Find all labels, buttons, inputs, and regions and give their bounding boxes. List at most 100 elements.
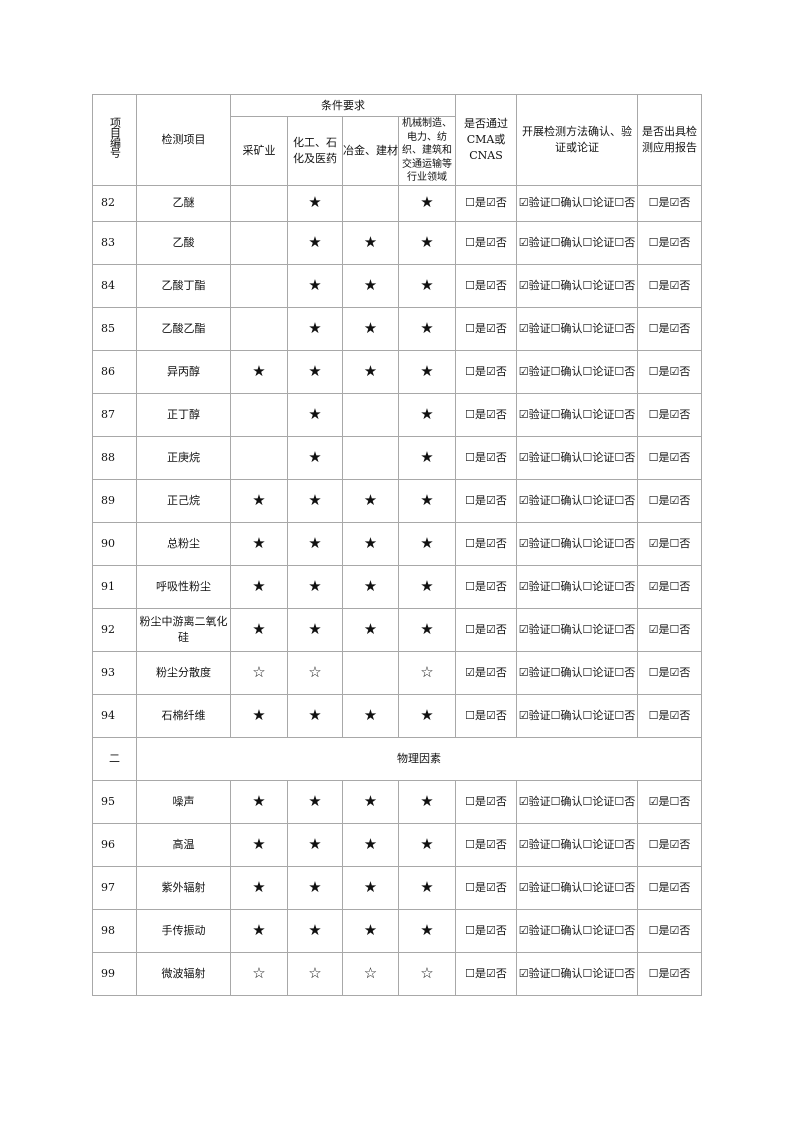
table-row: 93 粉尘分散度 ☆ ☆ ☆ ☑是☑否 ☑验证☐确认☐论证☐否 ☐是☑否 bbox=[92, 650, 702, 695]
hollow-star-icon: ☆ bbox=[342, 951, 399, 996]
item-name: 粉尘中游离二氧化硅 bbox=[136, 607, 231, 652]
star-icon: ★ bbox=[398, 435, 456, 480]
empty-cell bbox=[342, 435, 399, 480]
empty-cell bbox=[230, 263, 288, 308]
empty-cell bbox=[230, 306, 288, 351]
cma-checkbox: ☐是☑否 bbox=[455, 865, 517, 910]
cma-checkbox: ☐是☑否 bbox=[455, 822, 517, 867]
star-icon: ★ bbox=[342, 822, 399, 867]
star-icon: ★ bbox=[398, 822, 456, 867]
star-icon: ★ bbox=[398, 263, 456, 308]
empty-cell bbox=[230, 392, 288, 437]
star-icon: ★ bbox=[342, 693, 399, 738]
table-row: 99 微波辐射 ☆ ☆ ☆ ☆ ☐是☑否 ☑验证☐确认☐论证☐否 ☐是☑否 bbox=[92, 951, 702, 996]
report-checkbox: ☐是☑否 bbox=[637, 349, 702, 394]
star-icon: ★ bbox=[287, 220, 343, 265]
report-checkbox: ☐是☑否 bbox=[637, 478, 702, 523]
hollow-star-icon: ☆ bbox=[398, 650, 456, 695]
hollow-star-icon: ☆ bbox=[398, 951, 456, 996]
report-checkbox: ☐是☑否 bbox=[637, 392, 702, 437]
item-name: 乙醚 bbox=[136, 184, 231, 222]
star-icon: ★ bbox=[398, 521, 456, 566]
section-number: 二 bbox=[92, 736, 137, 781]
empty-cell bbox=[230, 435, 288, 480]
cma-checkbox: ☐是☑否 bbox=[455, 263, 517, 308]
method-checkbox: ☑验证☐确认☐论证☐否 bbox=[516, 263, 638, 308]
report-checkbox: ☐是☑否 bbox=[637, 822, 702, 867]
cma-checkbox: ☐是☑否 bbox=[455, 392, 517, 437]
header-manufacturing: 机械制造、电力、纺织、建筑和交通运输等行业领域 bbox=[398, 116, 456, 186]
star-icon: ★ bbox=[398, 693, 456, 738]
item-number: 90 bbox=[92, 521, 137, 566]
method-checkbox: ☑验证☐确认☐论证☐否 bbox=[516, 220, 638, 265]
method-checkbox: ☑验证☐确认☐论证☐否 bbox=[516, 607, 638, 652]
star-icon: ★ bbox=[230, 693, 288, 738]
item-name: 微波辐射 bbox=[136, 951, 231, 996]
item-name: 正丁醇 bbox=[136, 392, 231, 437]
item-number: 83 bbox=[92, 220, 137, 265]
report-checkbox: ☐是☑否 bbox=[637, 951, 702, 996]
table-row: 90 总粉尘 ★ ★ ★ ★ ☐是☑否 ☑验证☐确认☐论证☐否 ☑是☐否 bbox=[92, 521, 702, 566]
item-name: 高温 bbox=[136, 822, 231, 867]
cma-checkbox: ☐是☑否 bbox=[455, 951, 517, 996]
method-checkbox: ☑验证☐确认☐论证☐否 bbox=[516, 306, 638, 351]
star-icon: ★ bbox=[287, 521, 343, 566]
hollow-star-icon: ☆ bbox=[287, 951, 343, 996]
header-item: 检测项目 bbox=[136, 94, 231, 186]
header-metallurgy: 冶金、建材 bbox=[342, 116, 399, 186]
header-report: 是否出具检测应用报告 bbox=[637, 94, 702, 186]
item-name: 噪声 bbox=[136, 779, 231, 824]
cma-checkbox: ☐是☑否 bbox=[455, 607, 517, 652]
star-icon: ★ bbox=[398, 564, 456, 609]
cma-checkbox: ☐是☑否 bbox=[455, 478, 517, 523]
star-icon: ★ bbox=[342, 521, 399, 566]
item-name: 异丙醇 bbox=[136, 349, 231, 394]
cma-checkbox: ☐是☑否 bbox=[455, 349, 517, 394]
star-icon: ★ bbox=[287, 478, 343, 523]
star-icon: ★ bbox=[398, 184, 456, 222]
item-number: 84 bbox=[92, 263, 137, 308]
method-checkbox: ☑验证☐确认☐论证☐否 bbox=[516, 435, 638, 480]
report-checkbox: ☐是☑否 bbox=[637, 865, 702, 910]
item-name: 乙酸乙酯 bbox=[136, 306, 231, 351]
table-row: 89 正己烷 ★ ★ ★ ★ ☐是☑否 ☑验证☐确认☐论证☐否 ☐是☑否 bbox=[92, 478, 702, 523]
method-checkbox: ☑验证☐确认☐论证☐否 bbox=[516, 650, 638, 695]
cma-checkbox: ☐是☑否 bbox=[455, 908, 517, 953]
item-number: 94 bbox=[92, 693, 137, 738]
item-number: 87 bbox=[92, 392, 137, 437]
report-checkbox: ☑是☐否 bbox=[637, 607, 702, 652]
star-icon: ★ bbox=[398, 220, 456, 265]
star-icon: ★ bbox=[342, 478, 399, 523]
item-number: 89 bbox=[92, 478, 137, 523]
item-name: 乙酸 bbox=[136, 220, 231, 265]
cma-checkbox: ☑是☑否 bbox=[455, 650, 517, 695]
item-name: 正己烷 bbox=[136, 478, 231, 523]
cma-checkbox: ☐是☑否 bbox=[455, 435, 517, 480]
star-icon: ★ bbox=[398, 478, 456, 523]
item-number: 96 bbox=[92, 822, 137, 867]
star-icon: ★ bbox=[398, 908, 456, 953]
star-icon: ★ bbox=[398, 607, 456, 652]
detection-table: 项目编号 检测项目 条件要求 是否通过CMA或CNAS 开展检测方法确认、验证或… bbox=[92, 94, 702, 996]
method-checkbox: ☑验证☐确认☐论证☐否 bbox=[516, 822, 638, 867]
star-icon: ★ bbox=[398, 865, 456, 910]
item-number: 86 bbox=[92, 349, 137, 394]
star-icon: ★ bbox=[287, 693, 343, 738]
table-row: 82 乙醚 ★ ★ ☐是☑否 ☑验证☐确认☐论证☐否 ☐是☑否 bbox=[92, 184, 702, 222]
star-icon: ★ bbox=[287, 263, 343, 308]
table-row: 94 石棉纤维 ★ ★ ★ ★ ☐是☑否 ☑验证☐确认☐论证☐否 ☐是☑否 bbox=[92, 693, 702, 738]
method-checkbox: ☑验证☐确认☐论证☐否 bbox=[516, 693, 638, 738]
star-icon: ★ bbox=[230, 865, 288, 910]
report-checkbox: ☐是☑否 bbox=[637, 263, 702, 308]
section-row: 二物理因素 bbox=[92, 736, 702, 781]
star-icon: ★ bbox=[230, 822, 288, 867]
report-checkbox: ☐是☑否 bbox=[637, 435, 702, 480]
star-icon: ★ bbox=[230, 607, 288, 652]
cma-checkbox: ☐是☑否 bbox=[455, 220, 517, 265]
header-cma: 是否通过CMA或CNAS bbox=[455, 94, 517, 186]
star-icon: ★ bbox=[287, 306, 343, 351]
star-icon: ★ bbox=[287, 779, 343, 824]
method-checkbox: ☑验证☐确认☐论证☐否 bbox=[516, 908, 638, 953]
star-icon: ★ bbox=[230, 908, 288, 953]
star-icon: ★ bbox=[342, 564, 399, 609]
